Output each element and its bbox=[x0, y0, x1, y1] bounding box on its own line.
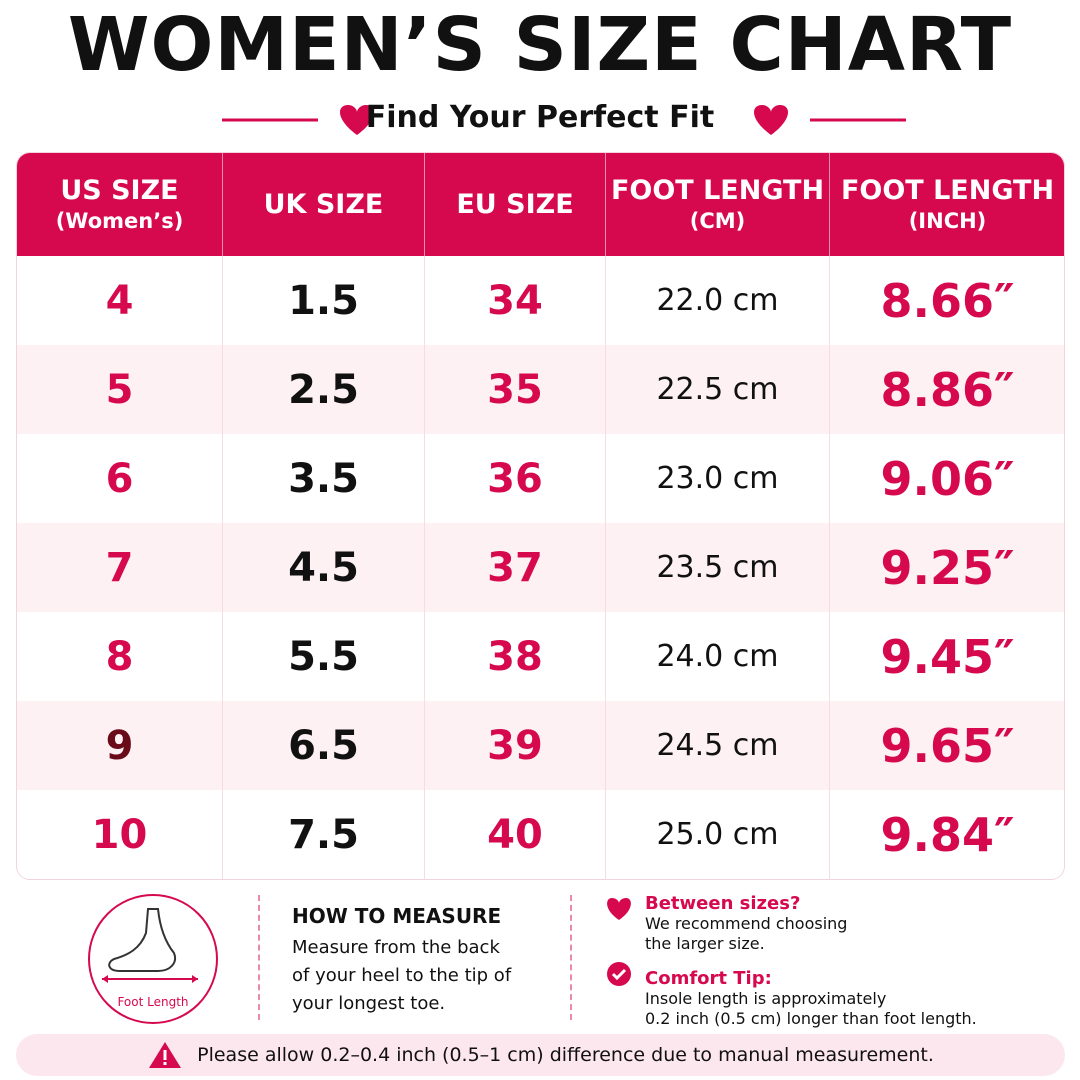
measure-line: your longest toe. bbox=[292, 993, 446, 1014]
table-cell: 37 bbox=[425, 523, 606, 612]
table-cell: 24.5 cm bbox=[606, 701, 830, 790]
icon-label: Foot Length bbox=[117, 995, 189, 1009]
table-cell: 8.86″ bbox=[830, 345, 1064, 434]
table-cell: 9.84″ bbox=[830, 790, 1064, 879]
table-cell: 6.5 bbox=[223, 701, 425, 790]
tip-icons bbox=[607, 898, 631, 986]
tip-text: the larger size. bbox=[645, 934, 765, 953]
tip-title: Between sizes? bbox=[645, 893, 801, 914]
table-cell: 8.66″ bbox=[830, 256, 1064, 345]
header-text: EU SIZE bbox=[456, 188, 574, 220]
table-cell: 9.65″ bbox=[830, 701, 1064, 790]
table-cell: 9.25″ bbox=[830, 523, 1064, 612]
measure-title: HOW TO MEASURE bbox=[292, 904, 502, 928]
table-row: 8 5.5 38 24.0 cm 9.45″ bbox=[17, 612, 1064, 701]
header-text: (INCH) bbox=[908, 209, 987, 234]
table-cell: 8 bbox=[17, 612, 223, 701]
subtitle-decor bbox=[222, 105, 906, 135]
table-cell: 5 bbox=[17, 345, 223, 434]
table-cell: 35 bbox=[425, 345, 606, 434]
table-row: 10 7.5 40 25.0 cm 9.84″ bbox=[17, 790, 1064, 879]
header-text: UK SIZE bbox=[263, 188, 384, 220]
table-cell: 39 bbox=[425, 701, 606, 790]
header-text: US SIZE bbox=[60, 175, 179, 207]
warning-icon bbox=[149, 1042, 182, 1068]
header-text: FOOT LENGTH bbox=[610, 175, 825, 207]
table-cell: 34 bbox=[425, 256, 606, 345]
table-cell: 23.5 cm bbox=[606, 523, 830, 612]
table-row: 5 2.5 35 22.5 cm 8.86″ bbox=[17, 345, 1064, 434]
measure-line: of your heel to the tip of bbox=[292, 965, 512, 986]
title: WOMEN’S SIZE CHART bbox=[67, 2, 1013, 88]
table-cell: 22.0 cm bbox=[606, 256, 830, 345]
table-cell: 3.5 bbox=[223, 434, 425, 523]
header-cell: UK SIZE bbox=[223, 153, 425, 256]
header-text: FOOT LENGTH bbox=[840, 175, 1055, 207]
tip-text: Insole length is approximately bbox=[645, 989, 887, 1008]
tip-title: Comfort Tip: bbox=[645, 968, 772, 989]
table-cell: 2.5 bbox=[223, 345, 425, 434]
measure-text: Measure from the back of your heel to the… bbox=[292, 934, 511, 1018]
table-cell: 9.45″ bbox=[830, 612, 1064, 701]
subtitle: Find Your Perfect Fit bbox=[365, 100, 715, 135]
tip-text: 0.2 inch (0.5 cm) longer than foot lengt… bbox=[645, 1009, 977, 1028]
header-text: (CM) bbox=[689, 209, 746, 234]
table-row: 6 3.5 36 23.0 cm 9.06″ bbox=[17, 434, 1064, 523]
table-cell: 40 bbox=[425, 790, 606, 879]
tip-text: We recommend choosing bbox=[645, 914, 848, 933]
table-cell: 4 bbox=[17, 256, 223, 345]
table-cell: 9 bbox=[17, 701, 223, 790]
divider bbox=[258, 895, 260, 1020]
size-table: US SIZE (Women’s) UK SIZE EU SIZE FOOT LENGT… bbox=[16, 152, 1065, 880]
tip: Comfort Tip: Insole length is approximate… bbox=[645, 968, 977, 1029]
table-cell: 24.0 cm bbox=[606, 612, 830, 701]
table-cell: 22.5 cm bbox=[606, 345, 830, 434]
table-cell: 38 bbox=[425, 612, 606, 701]
measure-line: Measure from the back bbox=[292, 937, 500, 958]
table-cell: 36 bbox=[425, 434, 606, 523]
header-cell: EU SIZE bbox=[425, 153, 606, 256]
tip: Between sizes? We recommend choosing the l… bbox=[645, 893, 977, 954]
table-cell: 5.5 bbox=[223, 612, 425, 701]
table-cell: 4.5 bbox=[223, 523, 425, 612]
header-cell: FOOT LENGTH (CM) bbox=[606, 153, 830, 256]
header-cell: FOOT LENGTH (INCH) bbox=[830, 153, 1064, 256]
divider bbox=[570, 895, 572, 1020]
table-cell: 1.5 bbox=[223, 256, 425, 345]
table-row: 7 4.5 37 23.5 cm 9.25″ bbox=[17, 523, 1064, 612]
table-cell: 7 bbox=[17, 523, 223, 612]
table-cell: 9.06″ bbox=[830, 434, 1064, 523]
header-text: (Women’s) bbox=[55, 209, 184, 234]
table-cell: 25.0 cm bbox=[606, 790, 830, 879]
table-cell: 10 bbox=[17, 790, 223, 879]
table-cell: 7.5 bbox=[223, 790, 425, 879]
foot-icon bbox=[88, 894, 218, 1024]
footer-note: Please allow 0.2–0.4 inch (0.5–1 cm) dif… bbox=[16, 1034, 1065, 1076]
table-row: 9 6.5 39 24.5 cm 9.65″ bbox=[17, 701, 1064, 790]
header-cell: US SIZE (Women’s) bbox=[17, 153, 223, 256]
table-row: 4 1.5 34 22.0 cm 8.66″ bbox=[17, 256, 1064, 345]
table-cell: 23.0 cm bbox=[606, 434, 830, 523]
note-text: Please allow 0.2–0.4 inch (0.5–1 cm) dif… bbox=[197, 1044, 934, 1066]
table-cell: 6 bbox=[17, 434, 223, 523]
tips: Between sizes? We recommend choosing the l… bbox=[645, 893, 977, 1029]
